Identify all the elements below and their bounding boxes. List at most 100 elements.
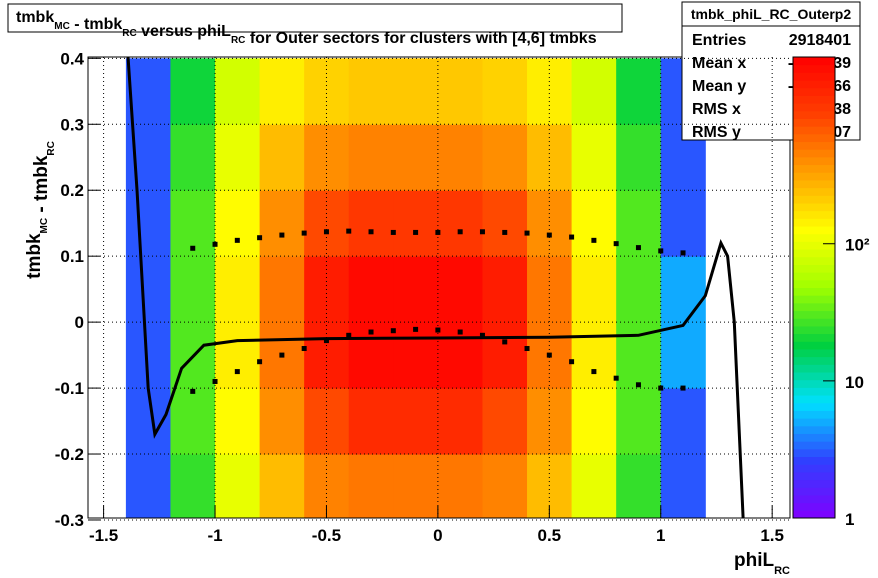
text-part: tmbk (24, 233, 45, 279)
stats-key: Mean x (692, 55, 746, 72)
heatmap-cell (482, 256, 528, 323)
heatmap-cell (215, 124, 261, 191)
profile-point (613, 241, 619, 247)
heatmap-cell (393, 58, 439, 125)
profile-point (301, 230, 307, 236)
heatmap-cell (660, 454, 706, 518)
colorbar-step (793, 356, 835, 365)
profile-point (502, 229, 508, 235)
heatmap-cell (437, 58, 483, 125)
colorbar-step (793, 325, 835, 335)
heatmap-cell (482, 124, 528, 191)
profile-point (190, 245, 196, 251)
heatmap-cell (660, 322, 706, 389)
profile-point (346, 332, 352, 338)
colorbar-step (793, 87, 835, 96)
colorbar-step (793, 95, 835, 104)
heatmap-cell (215, 58, 261, 125)
colorbar-step (793, 318, 835, 327)
colorbar-step (793, 72, 835, 81)
colorbar-step (793, 103, 835, 112)
profile-point (390, 328, 396, 334)
heatmap-cell (482, 388, 528, 455)
colorbar-step (793, 80, 835, 89)
heatmap-cell (170, 256, 216, 323)
chart-title: tmbkMC - tmbkRC versus phiLRC for Outer … (16, 9, 597, 47)
profile-point (479, 229, 485, 235)
heatmap-cell (616, 454, 662, 518)
x-tick-label: 1 (656, 526, 665, 545)
profile-point (502, 339, 508, 345)
x-tick-label: 0 (433, 526, 442, 545)
profile-point (346, 228, 352, 234)
heatmap-cell (571, 454, 617, 518)
colorbar-step (793, 187, 835, 196)
heatmap-cell (259, 190, 305, 257)
heatmap-cell (393, 322, 439, 389)
heatmap (125, 58, 706, 518)
x-axis-label: phiLRC (734, 550, 790, 577)
colorbar-step (793, 441, 835, 450)
profile-point (479, 332, 485, 338)
heatmap-cell (259, 124, 305, 191)
colorbar-step (793, 164, 835, 173)
colorbar-step (793, 364, 835, 373)
heatmap-cell (304, 58, 350, 125)
heatmap-cell (259, 58, 305, 125)
heatmap-cell (170, 124, 216, 191)
heatmap-cell (571, 190, 617, 257)
heatmap-cell (170, 388, 216, 455)
text-part: - tmbk (31, 155, 52, 218)
profile-point (368, 329, 374, 335)
colorbar-frame (792, 56, 836, 519)
colorbar-step (793, 149, 835, 158)
heatmap-cell (304, 322, 350, 389)
colorbar-step (793, 241, 835, 250)
heatmap-cell (482, 454, 528, 518)
title-box (7, 3, 623, 33)
x-tick-label: -0.5 (312, 526, 341, 545)
heatmap-cell (348, 124, 394, 191)
colorbar-step (793, 110, 835, 119)
profile-point (435, 327, 441, 333)
text-part: phiL (734, 550, 774, 571)
profile-point (546, 352, 552, 358)
subscript: RC (774, 565, 790, 577)
heatmap-cell (660, 256, 706, 323)
heatmap-cell (170, 190, 216, 257)
fit-curve (126, 57, 745, 518)
heatmap-cell (571, 58, 617, 125)
heatmap-cell (259, 256, 305, 323)
heatmap-cell (348, 58, 394, 125)
y-tick-label: 0.3 (60, 115, 84, 134)
heatmap-cell (348, 454, 394, 518)
profile-point (279, 352, 285, 358)
colorbar-step (793, 156, 835, 166)
text-part: for Outer sectors for clusters with [4,6… (245, 30, 596, 47)
colorbar-step (793, 418, 835, 427)
heatmap-cell (527, 190, 573, 257)
colorbar-step (793, 226, 835, 235)
heatmap-cell (125, 454, 171, 518)
heatmap-cell (437, 190, 483, 257)
profile-point (323, 338, 329, 344)
colorbar-step (793, 179, 835, 189)
heatmap-cell (215, 454, 261, 518)
colorbar-step (793, 502, 835, 511)
z-tick-label: 10 (845, 373, 864, 392)
colorbar-step (793, 372, 835, 381)
colorbar-step (793, 264, 835, 273)
y-tick-label: 0 (75, 313, 84, 332)
colorbar-step (793, 487, 835, 496)
profile-point (279, 232, 285, 238)
heatmap-cell (660, 190, 706, 257)
heatmap-cell (437, 454, 483, 518)
y-tick-label: 0.4 (60, 49, 84, 68)
profile-point (569, 359, 575, 365)
heatmap-cell (393, 388, 439, 455)
profile-point (591, 237, 597, 243)
stats-name: tmbk_phiL_RC_Outerp2 (691, 6, 851, 22)
profile-point (413, 229, 419, 235)
colorbar-step (793, 494, 835, 504)
profile-point (546, 232, 552, 238)
